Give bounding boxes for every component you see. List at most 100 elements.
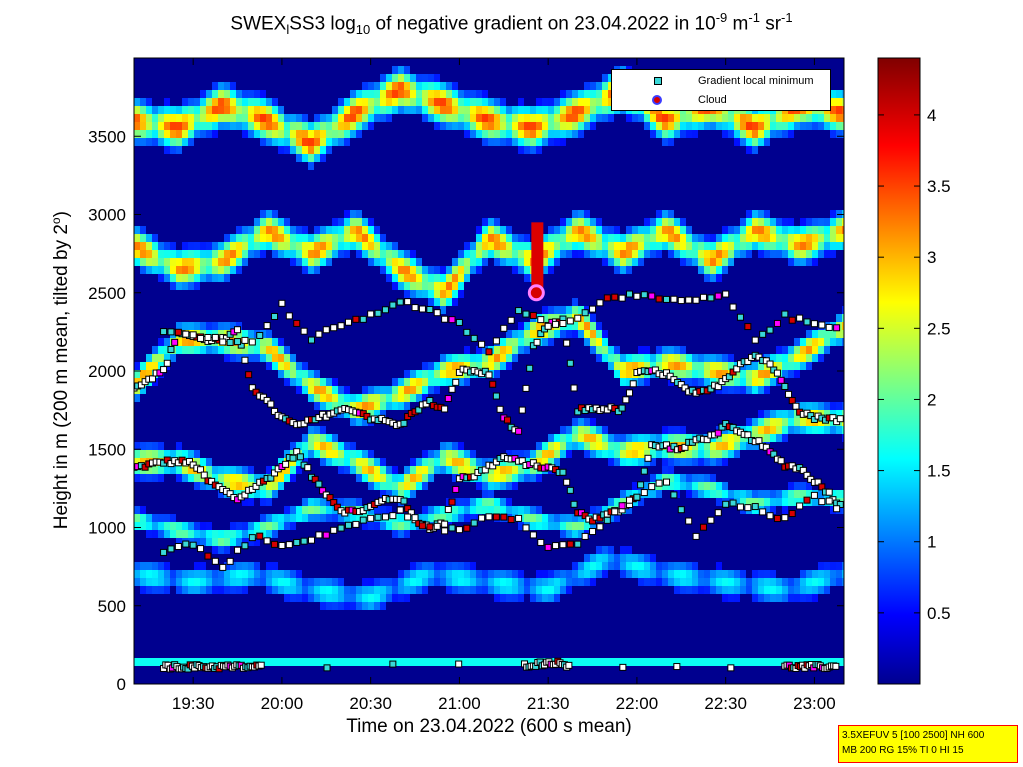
gradient-minimum-marker — [788, 397, 796, 405]
heatmap-cell — [254, 490, 260, 498]
heatmap-cell — [836, 562, 842, 570]
heatmap-cell — [584, 330, 590, 338]
heatmap-cell — [590, 242, 596, 250]
gradient-minimum-marker — [441, 520, 449, 528]
heatmap-cell — [500, 98, 506, 106]
heatmap-cell — [356, 594, 362, 602]
heatmap-cell — [578, 658, 584, 666]
heatmap-cell — [224, 578, 230, 586]
gradient-minimum-marker — [171, 338, 179, 346]
heatmap-cell — [662, 234, 668, 242]
heatmap-cell — [374, 98, 380, 106]
heatmap-cell — [812, 338, 818, 346]
x-tick-label: 21:00 — [438, 694, 481, 713]
heatmap-cell — [182, 658, 188, 666]
heatmap-cell — [254, 98, 260, 106]
heatmap-cell — [344, 130, 350, 138]
heatmap-cell — [800, 338, 806, 346]
heatmap-cell — [176, 346, 182, 354]
heatmap-cell — [572, 242, 578, 250]
gradient-minimum-marker — [389, 660, 397, 668]
heatmap-cell — [614, 346, 620, 354]
heatmap-cell — [566, 98, 572, 106]
heatmap-cell — [140, 442, 146, 450]
heatmap-cell — [230, 562, 236, 570]
heatmap-cell — [764, 578, 770, 586]
heatmap-cell — [608, 242, 614, 250]
heatmap-cell — [422, 106, 428, 114]
heatmap-cell — [344, 514, 350, 522]
heatmap-cell — [224, 466, 230, 474]
heatmap-cell — [650, 474, 656, 482]
heatmap-cell — [464, 562, 470, 570]
heatmap-cell — [416, 586, 422, 594]
heatmap-cell — [650, 434, 656, 442]
gradient-minimum-marker — [271, 407, 279, 415]
heatmap-cell — [830, 234, 836, 242]
heatmap-cell — [776, 418, 782, 426]
heatmap-cell — [596, 450, 602, 458]
heatmap-cell — [680, 242, 686, 250]
heatmap-cell — [338, 386, 344, 394]
heatmap-cell — [278, 354, 284, 362]
heatmap-cell — [398, 522, 404, 530]
heatmap-cell — [182, 250, 188, 258]
heatmap-cell — [830, 402, 836, 410]
heatmap-cell — [440, 562, 446, 570]
heatmap-cell — [140, 506, 146, 514]
heatmap-cell — [746, 242, 752, 250]
heatmap-cell — [278, 234, 284, 242]
heatmap-cell — [710, 442, 716, 450]
heatmap-cell — [740, 386, 746, 394]
heatmap-cell — [686, 370, 692, 378]
heatmap-cell — [602, 354, 608, 362]
heatmap-cell — [692, 370, 698, 378]
heatmap-cell — [572, 234, 578, 242]
heatmap-cell — [572, 226, 578, 234]
heatmap-cell — [590, 314, 596, 322]
heatmap-cell — [500, 354, 506, 362]
heatmap-cell — [182, 138, 188, 146]
heatmap-cell — [680, 218, 686, 226]
heatmap-cell — [284, 122, 290, 130]
heatmap-cell — [332, 458, 338, 466]
gradient-minimum-marker — [518, 457, 526, 465]
heatmap-cell — [554, 578, 560, 586]
heatmap-cell — [554, 106, 560, 114]
heatmap-cell — [308, 266, 314, 274]
heatmap-cell — [224, 90, 230, 98]
heatmap-cell — [512, 474, 518, 482]
heatmap-cell — [836, 578, 842, 586]
heatmap-cell — [644, 362, 650, 370]
gradient-minimum-marker — [211, 557, 219, 565]
heatmap-cell — [572, 570, 578, 578]
heatmap-cell — [296, 154, 302, 162]
legend-item-gradient-minimum: Gradient local minimum — [612, 72, 832, 90]
heatmap-cell — [284, 450, 290, 458]
heatmap-cell — [152, 466, 158, 474]
heatmap-cell — [758, 226, 764, 234]
heatmap-cell — [572, 330, 578, 338]
heatmap-cell — [506, 594, 512, 602]
heatmap-cell — [218, 274, 224, 282]
heatmap-cell — [758, 242, 764, 250]
heatmap-cell — [356, 418, 362, 426]
heatmap-cell — [482, 658, 488, 666]
heatmap-cell — [632, 258, 638, 266]
heatmap-cell — [830, 562, 836, 570]
heatmap-cell — [578, 234, 584, 242]
gradient-minimum-marker — [293, 448, 301, 456]
heatmap-cell — [410, 98, 416, 106]
heatmap-cell — [398, 282, 404, 290]
gradient-minimum-marker — [692, 532, 700, 540]
heatmap-cell — [284, 570, 290, 578]
heatmap-cell — [410, 490, 416, 498]
heatmap-cell — [374, 106, 380, 114]
heatmap-cell — [740, 370, 746, 378]
heatmap-cell — [620, 490, 626, 498]
heatmap-cell — [326, 450, 332, 458]
heatmap-cell — [542, 458, 548, 466]
heatmap-cell — [254, 242, 260, 250]
heatmap-cell — [254, 130, 260, 138]
heatmap-cell — [326, 498, 332, 506]
